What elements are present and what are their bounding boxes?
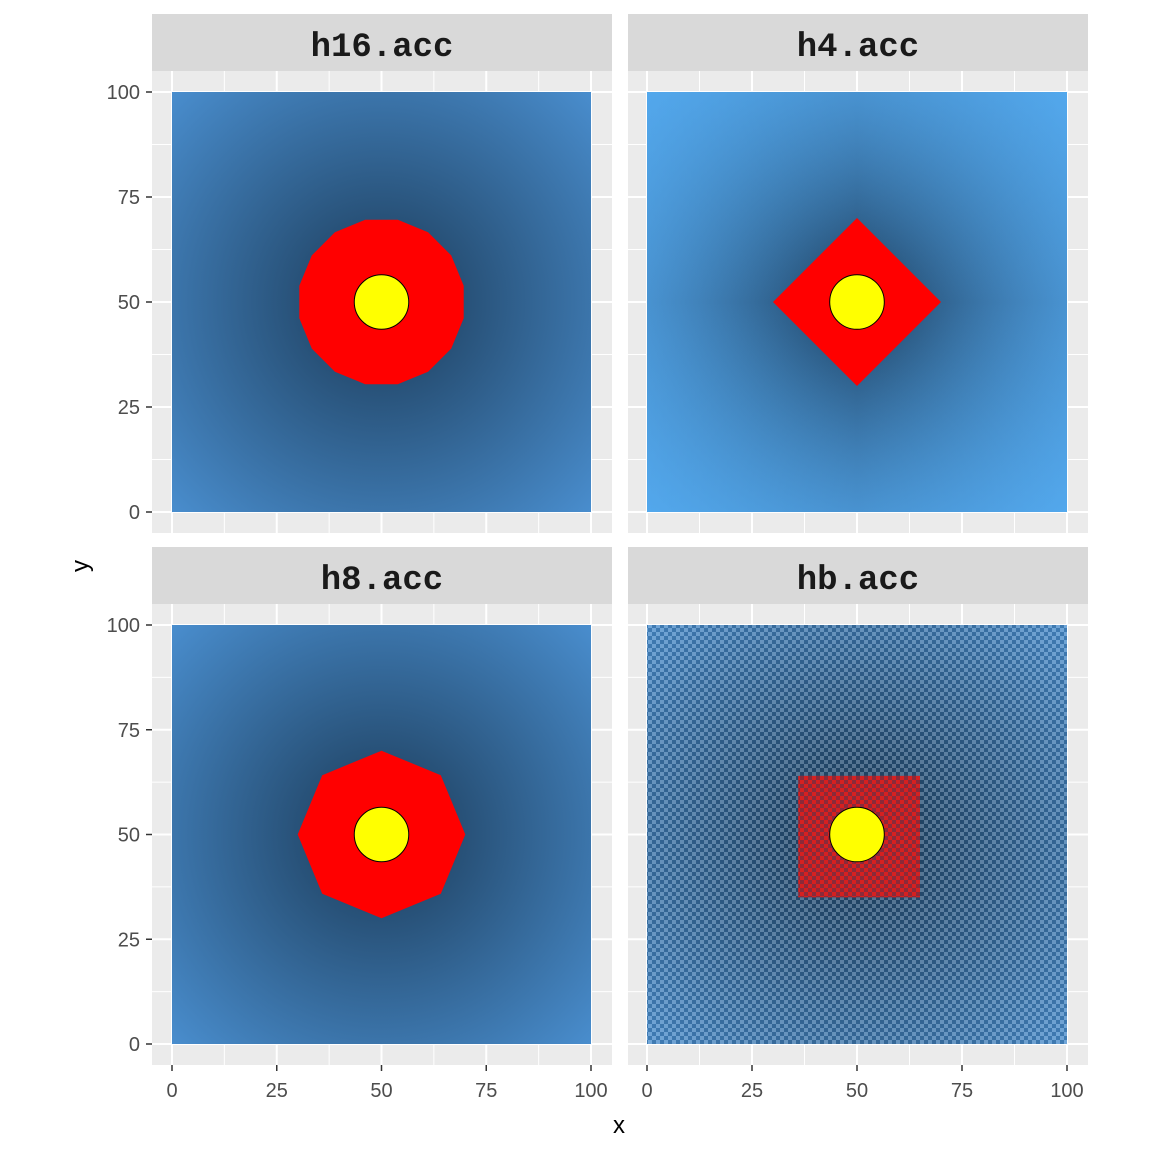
facet-strip (628, 14, 1088, 71)
facet-strip-label: hb.acc (797, 562, 919, 600)
x-tick-label: 75 (475, 1080, 497, 1102)
x-tick-label: 0 (641, 1080, 652, 1102)
y-tick-label: 0 (129, 502, 140, 524)
x-tick-label: 25 (741, 1080, 763, 1102)
facet-hb-acc: hb.acc 0 25 50 75 100 (628, 547, 1088, 1102)
panels-layer: h16.acc 0 25 50 75 100 h4.acc h8.acc 0 25 50 75 100 0… (107, 14, 1088, 1102)
facet-h16-acc: h16.acc 0 25 50 75 100 (107, 14, 612, 533)
x-axis-title: x (613, 1112, 625, 1139)
facet-h8-acc: h8.acc 0 25 50 75 100 0 25 50 75 100 (107, 547, 612, 1102)
x-tick-label: 100 (1050, 1080, 1083, 1102)
y-tick-label: 25 (118, 397, 140, 419)
y-axis-title: y (67, 560, 94, 572)
facet-strip-label: h8.acc (321, 562, 443, 600)
y-tick-label: 75 (118, 187, 140, 209)
facet-strip (152, 14, 612, 71)
y-tick-label: 50 (118, 292, 140, 314)
y-tick-label: 75 (118, 720, 140, 742)
y-tick-label: 25 (118, 929, 140, 951)
y-tick-label: 50 (118, 825, 140, 847)
center-point (353, 806, 410, 863)
y-tick-label: 100 (107, 615, 140, 637)
facet-strip-label: h16.acc (311, 29, 454, 67)
facet-h4-acc: h4.acc (628, 14, 1088, 533)
center-point (829, 806, 885, 863)
x-tick-label: 50 (846, 1080, 868, 1102)
x-tick-label: 75 (951, 1080, 973, 1102)
center-point (829, 274, 885, 330)
facet-strip (628, 547, 1088, 604)
x-tick-label: 0 (166, 1080, 177, 1102)
y-tick-label: 0 (129, 1034, 140, 1056)
y-tick-label: 100 (107, 82, 140, 104)
center-point (353, 274, 410, 330)
x-tick-label: 25 (266, 1080, 288, 1102)
x-tick-label: 100 (574, 1080, 607, 1102)
x-tick-label: 50 (370, 1080, 392, 1102)
facet-strip (152, 547, 612, 604)
facet-strip-label: h4.acc (797, 29, 919, 67)
